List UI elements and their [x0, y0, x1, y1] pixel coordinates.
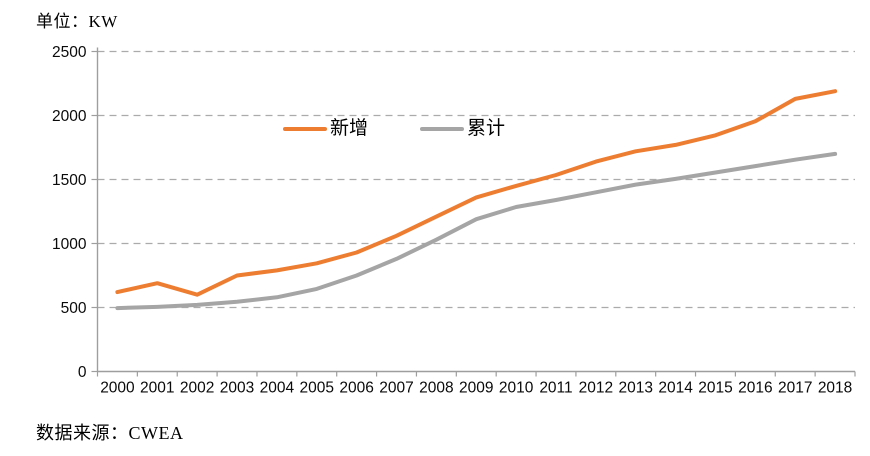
x-tick-label-2007: 2007 [379, 380, 413, 397]
series-line-1-累计 [115, 151, 838, 311]
legend-item-new: 新增 [283, 119, 368, 138]
x-tick-label-2011: 2011 [539, 380, 572, 397]
x-tick-label-2001: 2001 [140, 380, 174, 397]
x-tick-label-2009: 2009 [459, 380, 493, 397]
legend-item-cumulative: 累计 [420, 119, 505, 138]
legend-label-cumulative: 累计 [467, 118, 506, 139]
x-tick-label-2014: 2014 [658, 380, 693, 397]
legend-line-sample-cumulative [420, 126, 465, 131]
x-tick-label-2013: 2013 [618, 380, 652, 397]
x-tick-label-2006: 2006 [339, 380, 373, 397]
x-tick-label-2004: 2004 [260, 380, 295, 397]
x-tick-label-2018: 2018 [818, 380, 852, 397]
y-tick-label-2500: 2500 [52, 44, 87, 61]
x-tick-label-2017: 2017 [778, 380, 812, 397]
x-tick-label-2005: 2005 [300, 380, 334, 397]
legend-label-new: 新增 [330, 118, 369, 139]
x-tick-label-2000: 2000 [100, 380, 135, 397]
x-tick-label-2015: 2015 [698, 380, 732, 397]
x-tick-label-2016: 2016 [738, 380, 772, 397]
chart-legend: 新增 累计 [283, 119, 505, 138]
legend-line-sample-new [283, 126, 327, 131]
x-tick-label-2002: 2002 [180, 380, 214, 397]
unit-label: 单位：KW [36, 12, 118, 31]
y-tick-label-1500: 1500 [52, 172, 87, 189]
x-tick-label-2003: 2003 [220, 380, 254, 397]
series-line-0-新增 [115, 89, 838, 297]
x-tick-label-2010: 2010 [499, 380, 534, 397]
y-tick-label-0: 0 [78, 364, 87, 381]
y-tick-label-2000: 2000 [52, 108, 87, 125]
data-source-label: 数据来源：CWEA [36, 423, 184, 443]
x-tick-label-2008: 2008 [419, 380, 453, 397]
x-tick-label-2012: 2012 [579, 380, 613, 397]
y-tick-label-500: 500 [61, 300, 87, 317]
y-tick-label-1000: 1000 [52, 236, 87, 253]
